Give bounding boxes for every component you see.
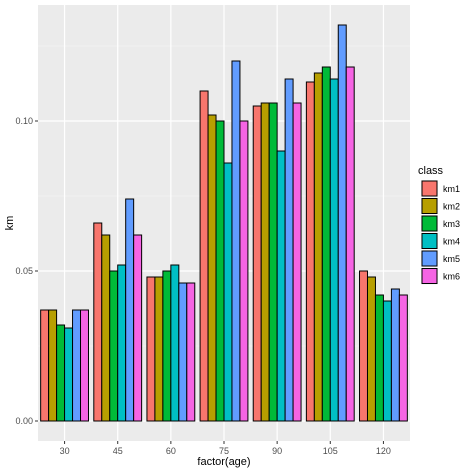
bar-km5-90 — [284, 78, 294, 422]
bar-km1-60 — [146, 276, 156, 422]
bar-km6-90 — [292, 102, 302, 422]
bars — [40, 24, 408, 422]
bar-km3-120 — [374, 294, 384, 422]
legend-swatch-km1 — [421, 180, 438, 197]
bar-km5-120 — [390, 288, 400, 422]
bar-km2-75 — [207, 114, 217, 422]
x-tick-label: 60 — [166, 446, 176, 456]
bar-km1-45 — [93, 222, 103, 422]
legend-title: class — [418, 165, 444, 177]
bar-km3-105 — [321, 66, 331, 422]
bar-km6-30 — [80, 309, 89, 422]
legend-label-km3: km3 — [443, 219, 460, 229]
bar-km2-90 — [260, 102, 270, 422]
legend-label-km6: km6 — [443, 272, 460, 282]
y-tick-label: 0.00 — [15, 416, 33, 426]
bar-km4-30 — [64, 327, 74, 422]
bar-km2-60 — [154, 276, 164, 422]
legend-swatch-km6 — [421, 268, 438, 284]
bar-km4-105 — [329, 78, 339, 422]
bar-km1-75 — [199, 90, 209, 422]
bar-km3-30 — [56, 324, 66, 422]
x-tick-label: 75 — [219, 446, 229, 456]
bar-km2-105 — [313, 72, 323, 422]
legend: class km1 km2 km3 km4 km5 km6 — [418, 165, 460, 285]
x-axis-title: factor(age) — [197, 456, 250, 468]
bar-km1-30 — [40, 309, 50, 422]
x-tick-label: 30 — [60, 446, 70, 456]
bar-km5-75 — [231, 60, 241, 422]
bar-km4-75 — [223, 162, 233, 422]
legend-swatch-km2 — [421, 198, 438, 214]
y-tick-label: 0.05 — [15, 266, 33, 276]
y-axis: 0.00 0.05 0.10 — [15, 116, 38, 426]
bar-km3-60 — [162, 270, 172, 422]
x-tick-label: 45 — [113, 446, 123, 456]
bar-km1-120 — [359, 270, 368, 422]
legend-swatch-km5 — [421, 250, 438, 267]
bar-km5-105 — [337, 24, 347, 422]
bar-km5-30 — [72, 309, 82, 422]
legend-label-km5: km5 — [443, 254, 460, 264]
x-axis: 30 45 60 75 90 105 120 — [60, 441, 391, 456]
bar-km3-90 — [268, 102, 278, 422]
x-tick-label: 90 — [272, 446, 282, 456]
bar-km6-75 — [239, 120, 249, 422]
legend-label-km2: km2 — [443, 202, 460, 212]
bar-km4-90 — [276, 150, 286, 422]
bar-km6-60 — [186, 282, 196, 422]
bar-km4-45 — [117, 264, 127, 422]
legend-swatch-km4 — [421, 233, 438, 249]
bar-km6-105 — [345, 66, 355, 422]
y-axis-title: km — [4, 216, 16, 231]
bar-km5-45 — [125, 198, 135, 422]
bar-km6-45 — [133, 234, 143, 422]
bar-km4-60 — [170, 264, 180, 422]
bar-km1-90 — [252, 105, 262, 422]
bar-km3-75 — [215, 120, 225, 422]
x-tick-label: 105 — [323, 446, 338, 456]
legend-label-km1: km1 — [443, 184, 460, 194]
bar-km4-120 — [382, 300, 392, 422]
bar-km3-45 — [109, 270, 119, 422]
legend-swatch-km3 — [421, 215, 438, 232]
bar-km2-120 — [366, 276, 376, 422]
bar-km2-45 — [101, 234, 111, 422]
legend-label-km4: km4 — [443, 237, 460, 247]
y-tick-label: 0.10 — [15, 116, 33, 126]
bar-km2-30 — [48, 309, 58, 422]
bar-km1-105 — [305, 81, 315, 422]
bar-km6-120 — [398, 294, 408, 422]
bar-km5-60 — [178, 282, 188, 422]
x-tick-label: 120 — [376, 446, 391, 456]
